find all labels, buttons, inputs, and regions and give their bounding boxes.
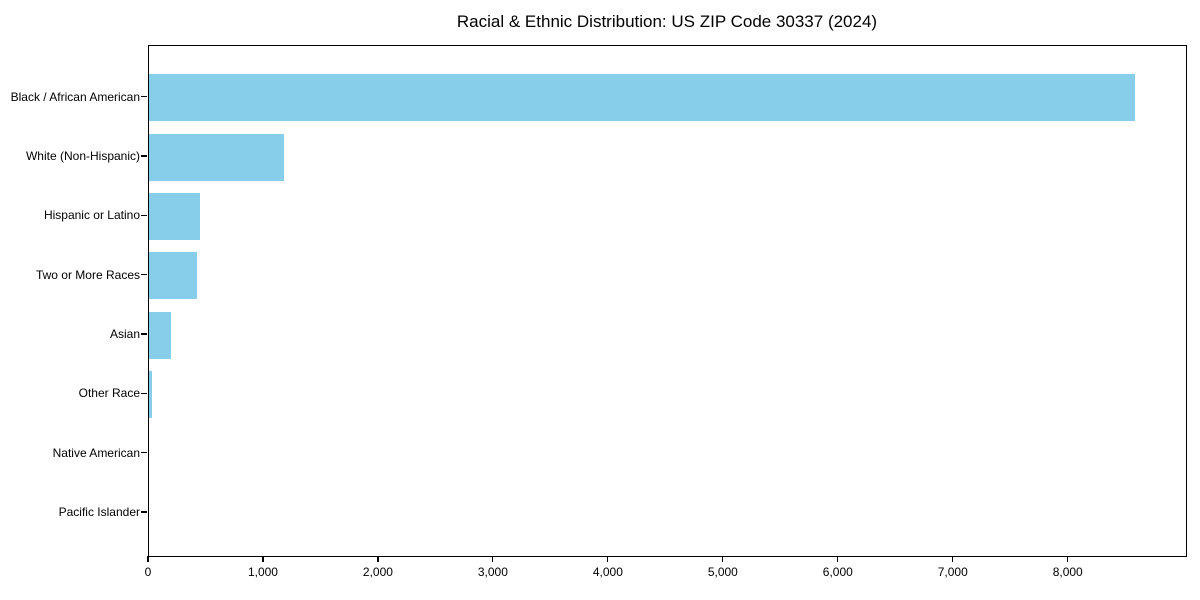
y-tick-label: Native American [52, 445, 140, 460]
x-tick-label: 7,000 [937, 565, 968, 579]
y-tick-label: Two or More Races [35, 267, 140, 282]
bar [149, 252, 197, 300]
x-tick-label: 6,000 [822, 565, 853, 579]
y-tick-mark [141, 392, 147, 394]
x-tick-mark [1067, 556, 1069, 562]
x-tick-mark [837, 556, 839, 562]
chart-title: Racial & Ethnic Distribution: US ZIP Cod… [456, 12, 878, 31]
y-tick-mark [141, 452, 147, 454]
x-tick-mark [607, 556, 609, 562]
bar [149, 133, 284, 181]
x-tick-label: 3,000 [477, 565, 508, 579]
y-tick-mark [141, 511, 147, 513]
y-tick-label: Hispanic or Latino [43, 208, 140, 223]
x-tick-mark [952, 556, 954, 562]
x-tick-mark [377, 556, 379, 562]
x-tick-label: 0 [144, 565, 152, 579]
x-tick-label: 5,000 [707, 565, 738, 579]
x-tick-label: 1,000 [247, 565, 278, 579]
x-tick-mark [722, 556, 724, 562]
bar [149, 74, 1136, 122]
x-tick-label: 8,000 [1052, 565, 1083, 579]
x-tick-label: 4,000 [592, 565, 623, 579]
y-tick-mark [141, 274, 147, 276]
x-tick-mark [492, 556, 494, 562]
y-tick-mark [141, 214, 147, 216]
y-tick-label: Pacific Islander [58, 505, 140, 519]
bar [149, 311, 171, 359]
y-tick-mark [141, 96, 147, 98]
y-tick-label: White (Non-Hispanic) [25, 149, 140, 164]
y-tick-mark [141, 155, 147, 157]
bar [149, 370, 153, 418]
y-tick-label: Other Race [78, 386, 140, 401]
bar [149, 192, 200, 240]
x-tick-mark [262, 556, 264, 562]
x-tick-label: 2,000 [362, 565, 393, 579]
y-tick-label: Black / African American [10, 89, 140, 104]
y-tick-mark [141, 333, 147, 335]
plot-area [148, 45, 1187, 557]
x-tick-mark [147, 556, 149, 562]
y-tick-label: Asian [109, 327, 140, 342]
